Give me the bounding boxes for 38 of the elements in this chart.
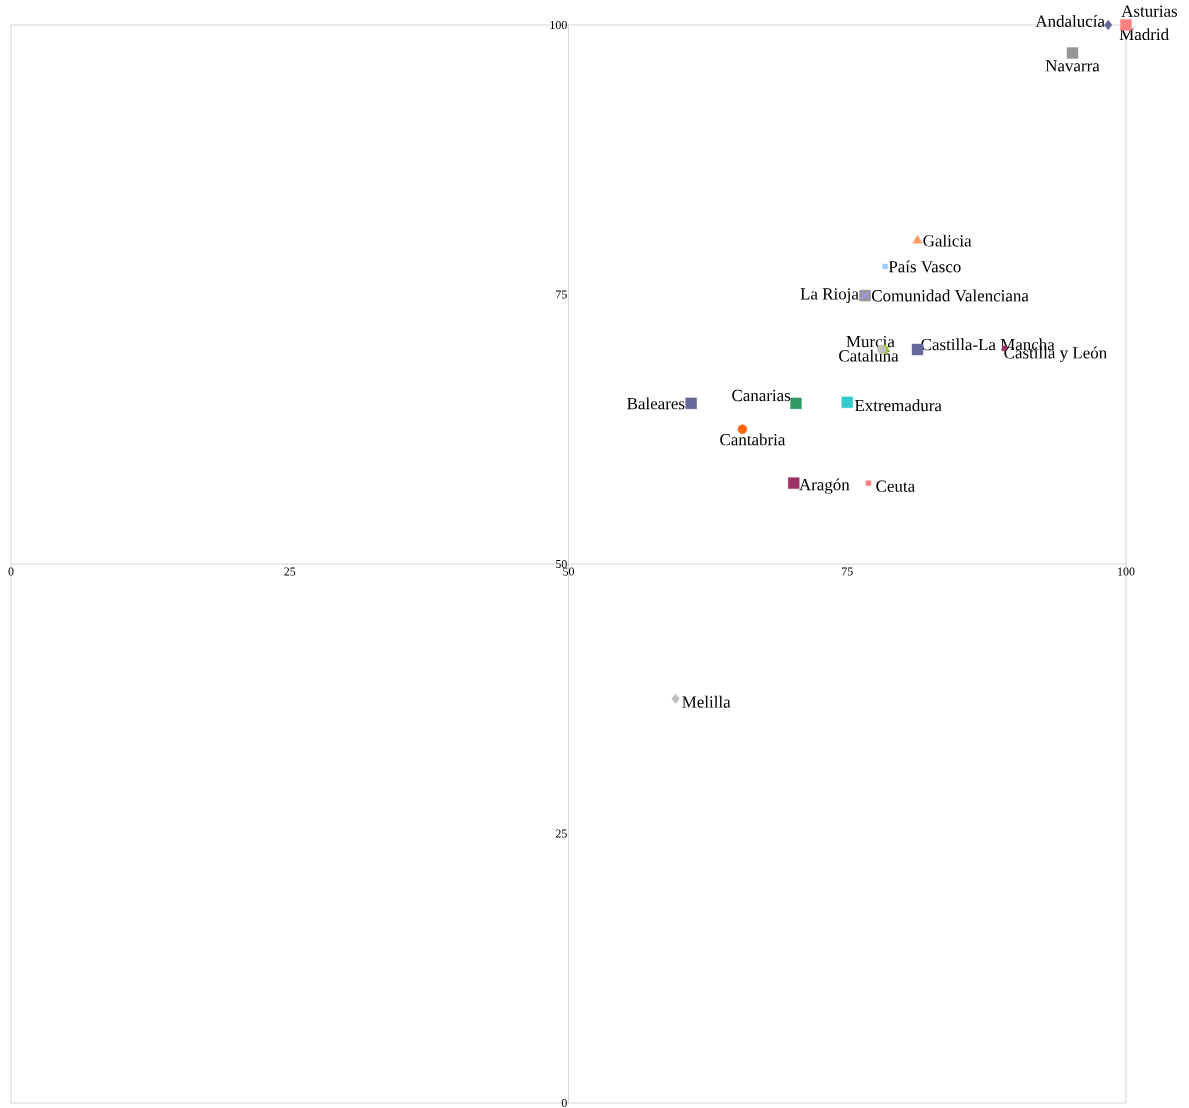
y-tick-label: 100	[550, 20, 567, 30]
point	[671, 693, 680, 704]
point	[788, 477, 800, 489]
series-label: Navarra	[1045, 60, 1100, 72]
point	[865, 480, 872, 486]
series-label: Madrid	[1119, 28, 1169, 41]
x-tick-label: 50	[563, 567, 575, 576]
series-label: Melilla	[682, 695, 731, 708]
series-label: País Vasco	[888, 260, 961, 273]
y-tick-label: 0	[561, 1098, 567, 1108]
point	[882, 263, 888, 270]
series-label: Ceuta	[876, 480, 915, 492]
point	[1104, 19, 1113, 31]
series-label: Comunidad Valenciana	[871, 289, 1029, 302]
point	[737, 424, 748, 434]
x-tick-label: 0	[8, 567, 14, 576]
series-label: Extremadura	[854, 399, 942, 412]
series-label: Cantabria	[720, 433, 786, 446]
y-tick-label: 50	[556, 559, 567, 569]
series-label: Andalucía	[1035, 15, 1105, 27]
annotation: Asturias	[1121, 5, 1178, 17]
y-tick-label: 75	[556, 290, 567, 299]
series-label: Cataluña	[839, 349, 899, 362]
point	[912, 234, 923, 244]
point	[1066, 47, 1079, 59]
series-label: Galicia	[923, 234, 972, 247]
series-label: Canarias	[732, 389, 791, 402]
point	[841, 396, 853, 408]
point	[790, 397, 802, 410]
y-tick-label: 25	[555, 829, 567, 838]
series-label: Baleares	[627, 397, 685, 410]
point	[685, 397, 697, 410]
x-tick-label: 100	[1118, 567, 1135, 576]
series-label: Aragón	[799, 478, 850, 494]
x-tick-label: 25	[284, 567, 296, 576]
series-label: Murcia	[846, 335, 895, 348]
series-label: La Rioja	[800, 288, 859, 303]
x-tick-label: 75	[842, 567, 853, 576]
